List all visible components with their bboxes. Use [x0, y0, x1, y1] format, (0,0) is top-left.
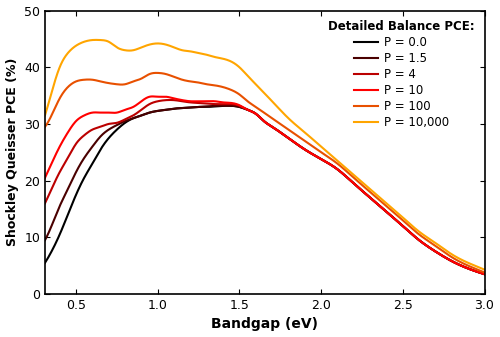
P = 1.5 — [69, 179, 75, 183]
P = 100 — [376, 197, 382, 202]
P = 100 — [153, 71, 159, 75]
P = 1.5 — [310, 152, 316, 156]
P = 10,000 — [376, 195, 382, 199]
Line: P = 10: P = 10 — [45, 96, 484, 274]
P = 10,000 — [421, 233, 427, 237]
P = 10 — [322, 160, 328, 164]
P = 100 — [482, 271, 488, 275]
P = 0.0 — [376, 203, 382, 207]
P = 10,000 — [42, 114, 48, 118]
P = 0.0 — [298, 145, 304, 149]
P = 0.0 — [69, 203, 75, 207]
P = 0.0 — [310, 152, 316, 156]
P = 10,000 — [93, 38, 99, 42]
P = 1.5 — [482, 272, 488, 276]
Legend: P = 0.0, P = 1.5, P = 4, P = 10, P = 100, P = 10,000: P = 0.0, P = 1.5, P = 4, P = 10, P = 100… — [325, 17, 478, 132]
P = 0.0 — [224, 104, 230, 108]
P = 100 — [69, 82, 75, 86]
P = 10,000 — [482, 268, 488, 272]
P = 1.5 — [376, 203, 382, 207]
Line: P = 1.5: P = 1.5 — [45, 106, 484, 274]
P = 10,000 — [298, 127, 304, 131]
X-axis label: Bandgap (eV): Bandgap (eV) — [211, 317, 318, 332]
P = 4 — [376, 203, 382, 207]
P = 10 — [149, 94, 155, 98]
P = 10 — [376, 203, 382, 207]
P = 0.0 — [42, 261, 48, 265]
P = 1.5 — [226, 104, 232, 108]
Line: P = 0.0: P = 0.0 — [45, 106, 484, 274]
P = 10,000 — [69, 47, 75, 51]
Line: P = 10,000: P = 10,000 — [45, 40, 484, 270]
P = 10 — [69, 124, 75, 128]
P = 4 — [42, 201, 48, 205]
P = 100 — [310, 144, 316, 148]
P = 1.5 — [421, 242, 427, 246]
P = 1.5 — [322, 160, 328, 164]
Line: P = 4: P = 4 — [45, 100, 484, 274]
P = 100 — [298, 136, 304, 140]
P = 10 — [42, 176, 48, 180]
Line: P = 100: P = 100 — [45, 73, 484, 273]
P = 4 — [310, 152, 316, 156]
P = 1.5 — [298, 145, 304, 149]
P = 10 — [310, 152, 316, 156]
Y-axis label: Shockley Queisser PCE (%): Shockley Queisser PCE (%) — [6, 58, 18, 246]
P = 4 — [69, 149, 75, 153]
P = 100 — [322, 153, 328, 157]
P = 10,000 — [322, 148, 328, 152]
P = 1.5 — [42, 238, 48, 242]
P = 0.0 — [482, 272, 488, 276]
P = 4 — [167, 98, 173, 102]
P = 10 — [298, 145, 304, 149]
P = 0.0 — [421, 242, 427, 246]
P = 100 — [42, 125, 48, 129]
P = 10 — [421, 242, 427, 246]
P = 4 — [298, 145, 304, 149]
P = 100 — [421, 236, 427, 240]
P = 4 — [322, 160, 328, 164]
P = 4 — [482, 272, 488, 276]
P = 0.0 — [322, 160, 328, 164]
P = 10 — [482, 272, 488, 276]
P = 4 — [421, 242, 427, 246]
P = 10,000 — [310, 137, 316, 141]
